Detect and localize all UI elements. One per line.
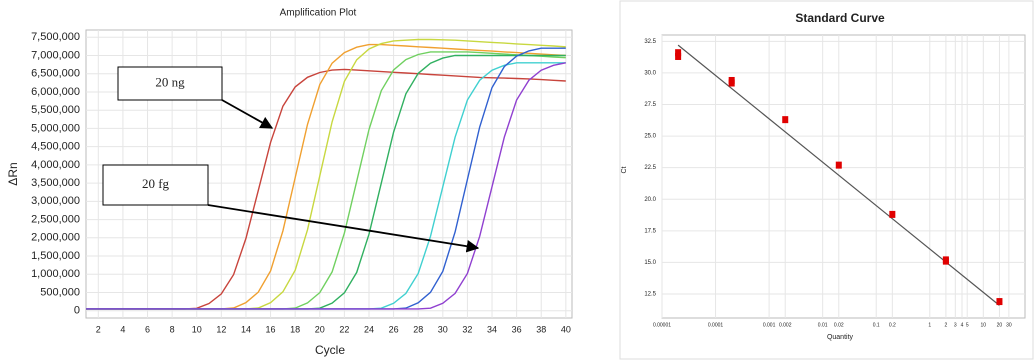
x-tick-label: 32 bbox=[462, 324, 472, 334]
x-tick-label: 0.02 bbox=[834, 322, 844, 328]
y-tick-label: 5,500,000 bbox=[31, 104, 80, 116]
annotation-arrow bbox=[207, 204, 480, 253]
y-tick-label: 4,500,000 bbox=[31, 141, 80, 153]
x-tick-label: 3 bbox=[954, 322, 957, 328]
x-tick-label: 30 bbox=[1006, 322, 1012, 328]
data-point bbox=[675, 49, 682, 57]
x-tick-label: 6 bbox=[145, 324, 150, 334]
plot-area bbox=[661, 34, 1026, 319]
x-tick-label: 0.2 bbox=[889, 322, 896, 328]
y-tick-label: 5,000,000 bbox=[31, 122, 80, 134]
x-tick-label: 20 bbox=[315, 324, 325, 334]
data-point bbox=[889, 210, 896, 218]
y-tick-label: 25.0 bbox=[644, 134, 656, 140]
y-tick-label: 2,000,000 bbox=[31, 232, 80, 244]
x-axis-label: Cycle bbox=[315, 343, 345, 357]
data-point bbox=[996, 298, 1003, 306]
y-tick-label: 12.5 bbox=[644, 292, 656, 298]
chart-title: Amplification Plot bbox=[280, 8, 357, 19]
x-tick-label: 36 bbox=[512, 324, 522, 334]
data-point bbox=[942, 256, 949, 264]
x-tick-label: 24 bbox=[364, 324, 374, 334]
y-tick-label: 4,000,000 bbox=[31, 159, 80, 171]
x-tick-label: 2 bbox=[96, 324, 101, 334]
x-tick-label: 40 bbox=[561, 324, 571, 334]
data-point bbox=[835, 161, 842, 169]
y-tick-label: 17.5 bbox=[644, 228, 656, 234]
x-tick-label: 4 bbox=[961, 322, 964, 328]
x-tick-label: 30 bbox=[438, 324, 448, 334]
annotation-text: 20 ng bbox=[155, 74, 185, 89]
x-tick-label: 14 bbox=[241, 324, 251, 334]
y-tick-label: 20.0 bbox=[644, 197, 656, 203]
x-tick-label: 22 bbox=[339, 324, 349, 334]
x-tick-label: 0.00001 bbox=[653, 322, 671, 328]
y-axis-label: Ct bbox=[621, 166, 628, 173]
y-tick-label: 3,000,000 bbox=[31, 195, 80, 207]
y-tick-label: 7,000,000 bbox=[31, 49, 80, 61]
x-tick-label: 0.01 bbox=[818, 322, 828, 328]
y-tick-label: 32.5 bbox=[644, 39, 656, 45]
panel-frame bbox=[619, 0, 1034, 360]
y-tick-label: 2,500,000 bbox=[31, 213, 80, 225]
y-tick-label: 30.0 bbox=[644, 70, 656, 76]
data-point bbox=[782, 116, 789, 124]
x-tick-label: 16 bbox=[266, 324, 276, 334]
x-tick-label: 5 bbox=[966, 322, 969, 328]
x-tick-label: 38 bbox=[536, 324, 546, 334]
x-tick-label: 0.0001 bbox=[708, 322, 724, 328]
x-tick-label: 10 bbox=[192, 324, 202, 334]
y-axis-label: ΔRn bbox=[6, 162, 20, 185]
x-tick-label: 0.1 bbox=[873, 322, 880, 328]
y-tick-label: 27.5 bbox=[644, 102, 656, 108]
x-tick-label: 4 bbox=[120, 324, 125, 334]
x-tick-label: 1 bbox=[928, 322, 931, 328]
annotation-box bbox=[117, 66, 223, 101]
annotation-text: 20 fg bbox=[142, 176, 170, 191]
x-tick-label: 10 bbox=[981, 322, 987, 328]
annotation-box bbox=[102, 164, 209, 206]
x-tick-label: 18 bbox=[290, 324, 300, 334]
y-tick-label: 3,500,000 bbox=[31, 177, 80, 189]
y-tick-label: 6,500,000 bbox=[31, 68, 80, 80]
x-tick-label: 2 bbox=[945, 322, 948, 328]
y-tick-label: 1,500,000 bbox=[31, 250, 80, 262]
y-tick-label: 15.0 bbox=[644, 260, 656, 266]
x-tick-label: 20 bbox=[997, 322, 1003, 328]
x-tick-label: 0.001 bbox=[763, 322, 776, 328]
y-tick-label: 7,500,000 bbox=[31, 31, 80, 43]
x-tick-label: 8 bbox=[170, 324, 175, 334]
chart-title: Standard Curve bbox=[795, 11, 885, 25]
y-tick-label: 500,000 bbox=[40, 286, 80, 298]
x-tick-label: 12 bbox=[216, 324, 226, 334]
x-tick-label: 28 bbox=[413, 324, 423, 334]
x-axis-label: Quantity bbox=[827, 334, 854, 341]
y-tick-label: 1,000,000 bbox=[31, 268, 80, 280]
x-tick-label: 26 bbox=[389, 324, 399, 334]
amplification-curve bbox=[86, 62, 566, 310]
y-tick-label: 22.5 bbox=[644, 165, 656, 171]
data-point bbox=[728, 76, 735, 84]
y-tick-label: 6,000,000 bbox=[31, 86, 80, 98]
x-tick-label: 34 bbox=[487, 324, 497, 334]
y-tick-label: 0 bbox=[74, 305, 80, 317]
annotation-arrow bbox=[221, 99, 274, 129]
x-tick-label: 0.002 bbox=[779, 322, 792, 328]
data-point bbox=[675, 52, 682, 60]
